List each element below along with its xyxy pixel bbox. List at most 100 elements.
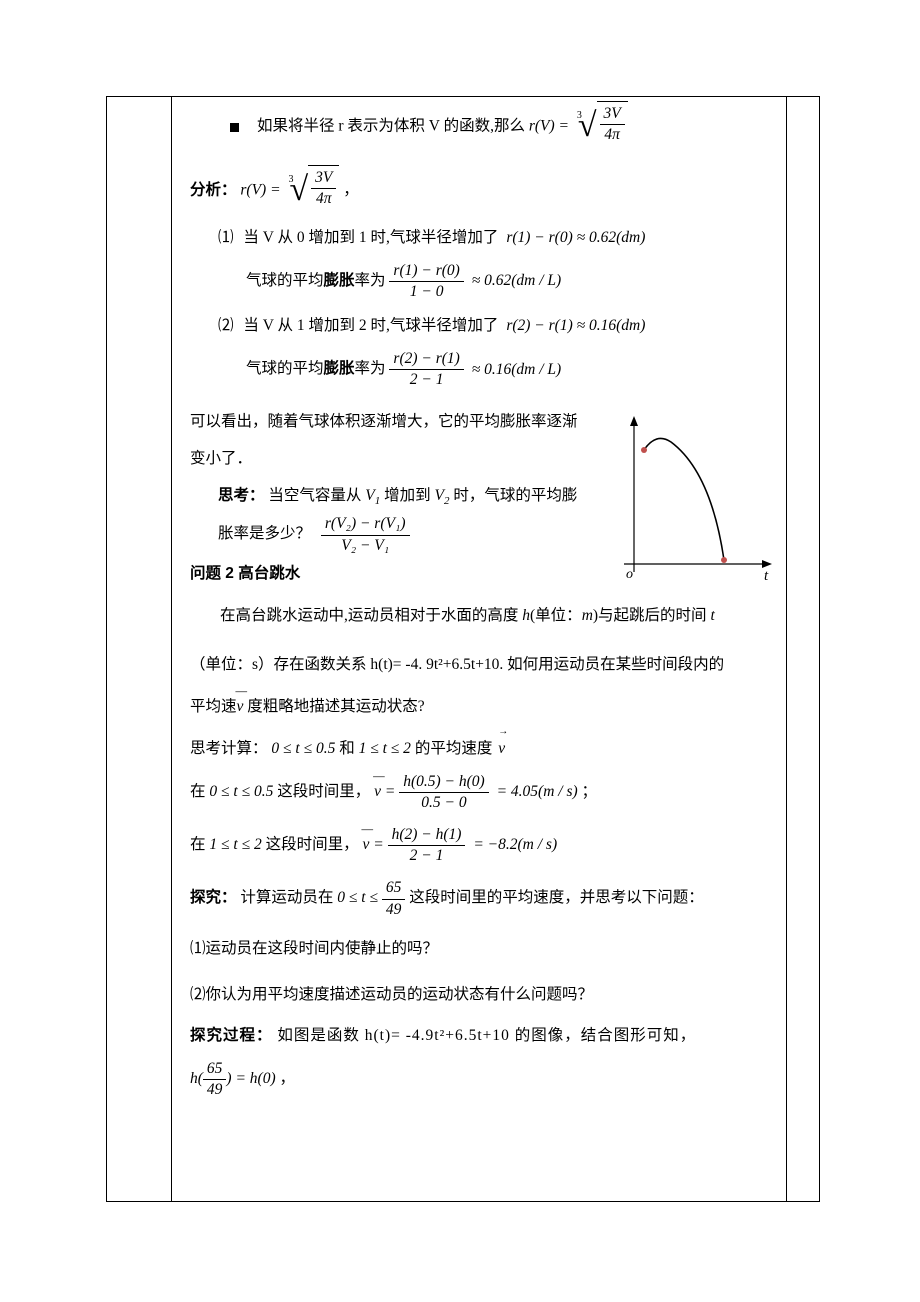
range1: 0 ≤ t ≤ 0.5 [271, 740, 335, 757]
rate-text-1: 率为 [355, 272, 386, 289]
item1-line1: ⑴ 当 V 从 0 增加到 1 时,气球半径增加了 r(1) − r(0) ≈ … [218, 226, 772, 249]
V1-sub: 1 [375, 495, 381, 507]
v-vec-1: v [498, 737, 505, 760]
frac-num: 3V [600, 104, 625, 125]
q1: ⑴运动员在这段时间内使静止的吗？ [190, 932, 772, 966]
frac65-num: 65 [382, 878, 406, 899]
expand-label-1: 膨胀 [324, 272, 355, 289]
item1-text-a: 当 V 从 0 增加到 1 时,气球半径增加了 [243, 229, 498, 246]
eqsign-1: = [385, 783, 399, 800]
bullet-line: 如果将半径 r 表示为体积 V 的函数,那么 r(V) = 3 √ 3V 4π [230, 105, 772, 149]
frac-3V-4pi-2: 3V 4π [311, 168, 336, 209]
comma-end: ， [280, 1070, 296, 1087]
and-text: 和 [339, 740, 355, 757]
range1b: 0 ≤ t ≤ 0.5 [209, 783, 273, 800]
expand-label-2: 膨胀 [324, 361, 355, 378]
think-text-a: 当空气容量从 [268, 487, 365, 504]
observe-line-a: 可以看出，随着气球体积逐渐增大，它的平均膨胀率逐渐 [190, 403, 608, 440]
radicand: 3V 4π [597, 101, 628, 145]
h-eq: = h(0) [235, 1070, 275, 1087]
item1-eq-a: r(1) − r(0) ≈ 0.62(dm) [506, 229, 645, 246]
formula-rV-lhs: r(V) = [529, 118, 569, 135]
curve-point-start [641, 447, 647, 453]
explore-process-label: 探究过程： [190, 1027, 273, 1044]
bullet-square-icon [230, 123, 239, 132]
frac-h2-den: 2 − 1 [388, 846, 466, 866]
range3-left: 0 ≤ t ≤ [337, 890, 378, 907]
item2-text-b: 气球的平均 [246, 361, 324, 378]
v-bar-3: v [362, 833, 369, 856]
fracV-num: r(V₂) − r(V₁) [321, 514, 410, 535]
frac-num-2: 3V [311, 168, 336, 189]
think-label: 思考： [218, 487, 265, 504]
comma: ， [343, 182, 359, 199]
x-axis-label: t [764, 568, 769, 584]
frac-3V-4pi: 3V 4π [600, 104, 625, 145]
V1: V [365, 487, 374, 504]
result1: = 4.05(m / s) [497, 783, 578, 800]
page: 如果将半径 r 表示为体积 V 的函数,那么 r(V) = 3 √ 3V 4π [0, 0, 920, 1302]
result2: = −8.2(m / s) [473, 836, 557, 853]
think-calc-row: 思考计算： 0 ≤ t ≤ 0.5 和 1 ≤ t ≤ 2 的平均速度 v [190, 737, 772, 760]
left-margin-column [107, 97, 172, 1201]
avg-speed-text: 的平均速度 [415, 740, 493, 757]
radical-sign-icon: √ [578, 112, 597, 139]
item2-text-a: 当 V 从 1 增加到 2 时,气球半径增加了 [243, 317, 498, 334]
v-bar-1: v [237, 695, 244, 718]
graph-svg: o t [616, 412, 776, 587]
curve-point-end [721, 557, 727, 563]
p2-para1: 在高台跳水运动中,运动员相对于水面的高度 h(单位：m)与起跳后的时间 t [190, 597, 772, 634]
frac65-den: 49 [382, 900, 406, 920]
explore-text-b: 这段时间里的平均速度，并思考以下问题： [409, 890, 704, 907]
frac65-num-b: 65 [203, 1059, 227, 1080]
V2-sub: 2 [444, 495, 450, 507]
radicand-2: 3V 4π [308, 165, 339, 209]
t-sym: t [710, 607, 714, 624]
h-eq-row: h( 65 49 ) = h(0) ， [190, 1059, 772, 1100]
m-sym: m [582, 607, 593, 624]
frac-h2-num: h(2) − h(1) [388, 825, 466, 846]
rate-text-2: 率为 [355, 361, 386, 378]
V2: V [435, 487, 444, 504]
at-text-2: 在 [190, 836, 206, 853]
frac2-num: r(2) − r(1) [389, 349, 463, 370]
think-line1: 思考： 当空气容量从 V1 增加到 V2 时，气球的平均膨 [218, 477, 608, 514]
frac-65-49: 65 49 [382, 878, 406, 919]
v-bar-2: v [374, 780, 381, 803]
range2b: 1 ≤ t ≤ 2 [209, 836, 261, 853]
main-content-column: 如果将半径 r 表示为体积 V 的函数,那么 r(V) = 3 √ 3V 4π [172, 97, 787, 1201]
frac1-num: r(1) − r(0) [389, 261, 463, 282]
observe-line-b: 变小了． [190, 440, 608, 477]
eqsign-2: = [373, 836, 387, 853]
frac-den-2: 4π [311, 189, 336, 209]
frac2-den: 2 − 1 [389, 370, 463, 390]
explore-process-text: 如图是函数 h(t)= -4.9t²+6.5t+10 的图像，结合图形可知， [277, 1027, 696, 1044]
frac65-den-b: 49 [203, 1080, 227, 1100]
think-line2: 胀率是多少？ r(V₂) − r(V₁) V₂ − V₁ [218, 514, 608, 555]
h-fn: h( [190, 1070, 203, 1087]
frac-den: 4π [600, 125, 625, 145]
x-axis-arrow-icon [762, 560, 772, 568]
item2-line2: 气球的平均膨胀率为 r(2) − r(1) 2 − 1 ≈ 0.16(dm / … [246, 349, 772, 390]
think-text-c: 时，气球的平均膨 [453, 487, 577, 504]
item1-text-b: 气球的平均 [246, 272, 324, 289]
frac2: r(2) − r(1) 2 − 1 [389, 349, 463, 390]
frac1-den: 1 − 0 [389, 282, 463, 302]
cube-root-2: 3 √ 3V 4π [284, 169, 339, 213]
semicolon-1: ； [582, 783, 598, 800]
curve-path [644, 438, 724, 560]
speed-row-2: 在 1 ≤ t ≤ 2 这段时间里， v = h(2) − h(1) 2 − 1… [190, 825, 772, 866]
item2-line1: ⑵ 当 V 从 1 增加到 2 时,气球半径增加了 r(2) − r(1) ≈ … [218, 314, 772, 337]
graph: o t [616, 412, 776, 587]
frac-65-49b: 65 49 [203, 1059, 227, 1100]
radical-sign-icon-2: √ [289, 176, 308, 203]
p2-para3: 平均速v 度粗略地描述其运动状态? [190, 695, 772, 718]
p2-para3-b: 度粗略地描述其运动状态? [247, 698, 424, 715]
think-text-b: 增加到 [384, 487, 434, 504]
explore-label: 探究： [190, 890, 237, 907]
think-text-d: 胀率是多少？ [218, 526, 311, 543]
explore-row: 探究： 计算运动员在 0 ≤ t ≤ 65 49 这段时间里的平均速度，并思考以… [190, 878, 772, 919]
item1-line2: 气球的平均膨胀率为 r(1) − r(0) 1 − 0 ≈ 0.62(dm / … [246, 261, 772, 302]
item2-prefix: ⑵ [218, 317, 234, 334]
speed-row-1: 在 0 ≤ t ≤ 0.5 这段时间里， v = h(0.5) − h(0) 0… [190, 772, 772, 813]
